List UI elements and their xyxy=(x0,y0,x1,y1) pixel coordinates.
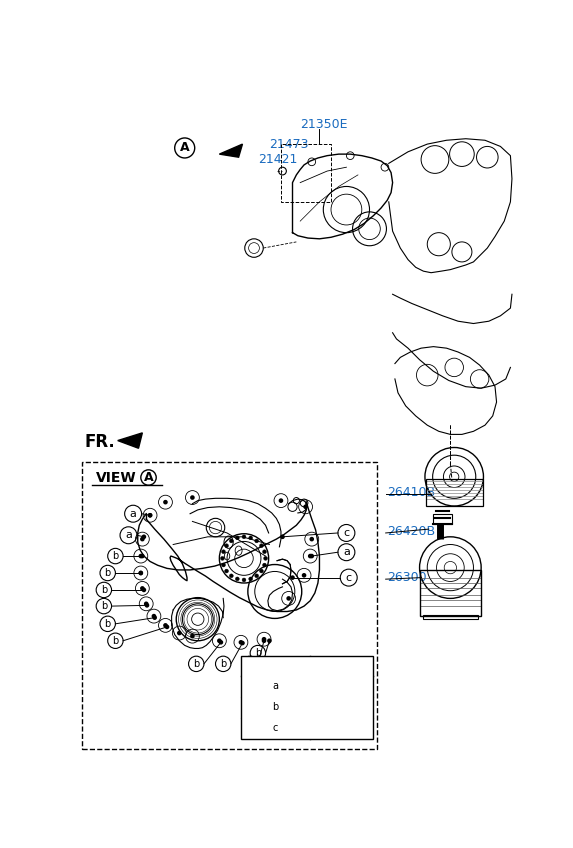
Circle shape xyxy=(221,556,225,561)
Circle shape xyxy=(177,631,182,635)
Text: b: b xyxy=(220,659,226,669)
Text: b: b xyxy=(105,568,111,578)
Text: a: a xyxy=(343,547,350,557)
Circle shape xyxy=(267,639,272,643)
Circle shape xyxy=(229,539,233,543)
Circle shape xyxy=(164,625,169,629)
Circle shape xyxy=(163,623,168,628)
Circle shape xyxy=(148,513,152,517)
Circle shape xyxy=(190,495,195,499)
Polygon shape xyxy=(219,144,242,157)
Circle shape xyxy=(260,569,264,573)
Circle shape xyxy=(249,536,253,540)
Circle shape xyxy=(255,574,258,577)
Text: SYMBOL: SYMBOL xyxy=(253,661,299,671)
Circle shape xyxy=(142,534,146,539)
Circle shape xyxy=(260,544,264,548)
Circle shape xyxy=(249,577,253,581)
Circle shape xyxy=(217,639,222,643)
Circle shape xyxy=(242,535,246,538)
Circle shape xyxy=(236,536,240,540)
Text: 1140AF: 1140AF xyxy=(318,700,365,713)
Circle shape xyxy=(262,563,266,567)
Circle shape xyxy=(236,577,240,581)
Circle shape xyxy=(242,578,246,582)
Text: 26420B: 26420B xyxy=(387,525,435,538)
Text: b: b xyxy=(112,551,119,561)
Text: c: c xyxy=(273,722,278,733)
Text: 11403C: 11403C xyxy=(317,722,366,734)
Text: A: A xyxy=(144,471,154,484)
Circle shape xyxy=(148,513,152,517)
Circle shape xyxy=(152,616,157,620)
Text: b: b xyxy=(247,659,253,669)
Circle shape xyxy=(229,574,233,577)
Circle shape xyxy=(238,640,243,644)
Text: VIEW: VIEW xyxy=(96,471,137,484)
Circle shape xyxy=(308,554,312,558)
Circle shape xyxy=(140,586,144,591)
Text: 21421: 21421 xyxy=(258,153,297,166)
Text: b: b xyxy=(105,619,111,629)
Text: c: c xyxy=(346,572,352,583)
Circle shape xyxy=(139,554,143,558)
Text: 26410B: 26410B xyxy=(387,487,435,499)
Text: 21473: 21473 xyxy=(269,137,309,151)
Circle shape xyxy=(142,588,146,592)
Text: A: A xyxy=(180,142,190,154)
Polygon shape xyxy=(117,432,142,449)
Circle shape xyxy=(264,556,268,561)
Circle shape xyxy=(225,569,229,573)
Circle shape xyxy=(290,575,295,580)
Text: 1140FF: 1140FF xyxy=(319,680,364,693)
Circle shape xyxy=(262,637,266,642)
Text: a: a xyxy=(272,681,278,691)
Text: b: b xyxy=(101,585,107,595)
Circle shape xyxy=(255,539,258,543)
Circle shape xyxy=(302,573,307,577)
Circle shape xyxy=(303,505,308,509)
Text: c: c xyxy=(343,528,350,538)
Text: b: b xyxy=(272,702,278,712)
Circle shape xyxy=(309,537,314,541)
Circle shape xyxy=(140,537,144,541)
Circle shape xyxy=(144,603,150,608)
Circle shape xyxy=(218,640,223,644)
Circle shape xyxy=(309,554,314,558)
Circle shape xyxy=(139,571,143,575)
Circle shape xyxy=(190,633,195,639)
Text: FR.: FR. xyxy=(85,433,115,451)
Circle shape xyxy=(262,550,266,554)
Circle shape xyxy=(280,534,285,539)
Circle shape xyxy=(152,614,156,618)
Text: b: b xyxy=(255,648,261,658)
Circle shape xyxy=(163,499,168,505)
Circle shape xyxy=(222,550,225,554)
Circle shape xyxy=(262,639,266,643)
Text: a: a xyxy=(125,530,132,540)
FancyBboxPatch shape xyxy=(241,656,374,739)
Circle shape xyxy=(240,641,245,645)
Text: PNC: PNC xyxy=(330,661,353,671)
Circle shape xyxy=(144,601,148,606)
Text: b: b xyxy=(112,636,119,646)
Text: b: b xyxy=(101,601,107,611)
Circle shape xyxy=(139,571,143,575)
Circle shape xyxy=(278,499,283,503)
Circle shape xyxy=(222,563,225,567)
Text: a: a xyxy=(129,509,136,519)
Text: b: b xyxy=(193,659,199,669)
Circle shape xyxy=(225,544,229,548)
Text: 26300: 26300 xyxy=(387,571,427,584)
Circle shape xyxy=(286,596,291,600)
Text: 21350E: 21350E xyxy=(300,119,348,131)
Circle shape xyxy=(140,554,144,558)
